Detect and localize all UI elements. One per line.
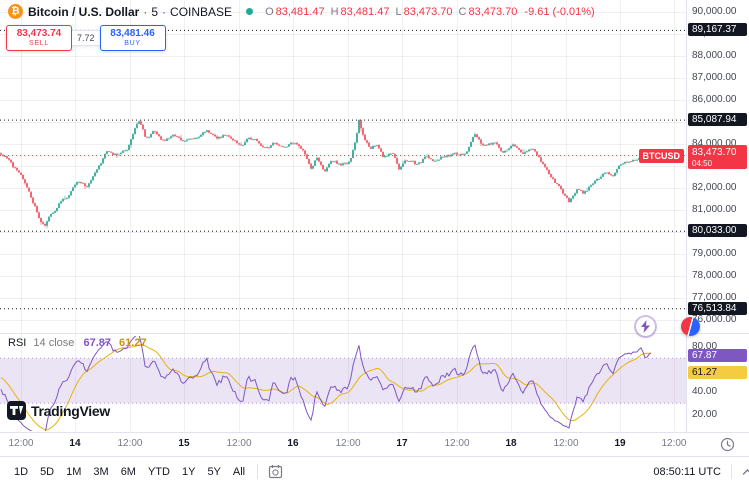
timezone-clock-icon[interactable] bbox=[720, 437, 735, 452]
price-level-badge: 76,513.84 bbox=[688, 301, 747, 315]
market-status-icon[interactable] bbox=[246, 8, 254, 15]
go-to-date-button[interactable] bbox=[264, 462, 287, 481]
price-scale[interactable]: 90,000.0089,000.0088,000.0087,000.0086,0… bbox=[686, 0, 749, 432]
range-button-3M[interactable]: 3M bbox=[87, 463, 114, 481]
rsi-tick: 20.00 bbox=[692, 408, 718, 420]
session-clock[interactable]: 08:50:11 UTC bbox=[653, 465, 721, 478]
bitcoin-icon: ₿ bbox=[8, 4, 23, 19]
range-button-5D[interactable]: 5D bbox=[34, 463, 60, 481]
symbol-legend: ₿ Bitcoin / U.S. Dollar · 5 · COINBASE O… bbox=[8, 4, 595, 19]
time-label: 14 bbox=[69, 438, 81, 449]
high-value: 83,481.47 bbox=[340, 5, 390, 18]
price-tick: 81,000.00 bbox=[692, 204, 737, 215]
ohlc-values: O 83,481.47 H 83,481.47 L 83,473.70 C 83… bbox=[259, 6, 595, 18]
rsi-ma-value: 61.27 bbox=[119, 337, 147, 349]
sell-label: SELL bbox=[29, 40, 49, 47]
open-label: O bbox=[265, 5, 274, 18]
time-label: 12:00 bbox=[661, 438, 687, 449]
rsi-tick: 40.00 bbox=[692, 386, 718, 397]
price-tick: 77,000.00 bbox=[692, 292, 737, 303]
buy-price: 83,481.46 bbox=[110, 28, 155, 39]
bull-bear-sentiment-icon[interactable] bbox=[681, 317, 700, 336]
close-label: C bbox=[458, 5, 467, 18]
price-tick: 87,000.00 bbox=[692, 72, 737, 83]
range-button-1Y[interactable]: 1Y bbox=[176, 463, 201, 481]
range-button-YTD[interactable]: YTD bbox=[142, 463, 176, 481]
toolbar-divider bbox=[731, 464, 732, 479]
chevron-up-icon[interactable] bbox=[738, 466, 749, 478]
tradingview-logo-icon bbox=[7, 401, 26, 420]
calendar-icon bbox=[269, 465, 283, 479]
time-label: 12:00 bbox=[8, 438, 34, 449]
separator: · bbox=[143, 4, 148, 19]
rsi-ma-value-badge: 61.27 bbox=[688, 366, 747, 380]
range-button-1D[interactable]: 1D bbox=[8, 463, 34, 481]
rsi-legend[interactable]: RSI 14 close 67.87 61.27 bbox=[8, 337, 147, 349]
time-label: 12:00 bbox=[553, 438, 579, 449]
time-label: 15 bbox=[178, 438, 190, 449]
range-button-6M[interactable]: 6M bbox=[115, 463, 142, 481]
range-button-All[interactable]: All bbox=[227, 463, 251, 481]
buy-button[interactable]: 83,481.46 BUY bbox=[99, 25, 166, 51]
rsi-name: RSI bbox=[8, 337, 27, 349]
price-level-badge: 85,087.94 bbox=[688, 113, 747, 127]
rsi-value: 67.87 bbox=[83, 337, 111, 349]
time-label: 12:00 bbox=[335, 438, 361, 449]
tradingview-logo[interactable]: TradingView bbox=[7, 401, 110, 420]
exchange-label[interactable]: COINBASE bbox=[170, 4, 233, 19]
order-panel: 83,473.74 SELL 7.72 83,481.46 BUY bbox=[6, 25, 166, 51]
price-tick: 78,000.00 bbox=[692, 270, 737, 281]
time-label: 19 bbox=[614, 438, 626, 449]
toolbar-divider bbox=[257, 464, 259, 479]
low-label: L bbox=[395, 5, 402, 18]
chart-area: ₿ Bitcoin / U.S. Dollar · 5 · COINBASE O… bbox=[0, 0, 749, 432]
price-tick: 90,000.00 bbox=[692, 6, 737, 17]
low-value: 83,473.70 bbox=[403, 5, 453, 18]
price-level-badge: 89,167.37 bbox=[688, 23, 747, 37]
candlestick-chart-canvas[interactable] bbox=[0, 0, 686, 432]
time-axis[interactable]: 12:00 14 12:00 15 12:00 16 12:00 17 12:00 18 12:00… bbox=[0, 432, 749, 456]
price-tick: 79,000.00 bbox=[692, 248, 737, 259]
time-label: 18 bbox=[505, 438, 517, 449]
rsi-params: 14 close bbox=[33, 337, 75, 349]
tradingview-logo-text: TradingView bbox=[31, 402, 110, 419]
price-tick: 82,000.00 bbox=[692, 182, 737, 193]
interval-label[interactable]: 5 bbox=[151, 4, 159, 19]
buy-label: BUY bbox=[124, 40, 141, 47]
close-value: 83,473.70 bbox=[468, 5, 518, 18]
last-price-badge: 83,473.70 04:50 bbox=[688, 144, 747, 169]
spread-value: 7.72 bbox=[72, 30, 100, 46]
range-selector: 1D 5D 1M 3M 6M YTD 1Y 5Y All bbox=[8, 463, 251, 481]
time-label: 12:00 bbox=[444, 438, 470, 449]
time-label: 12:00 bbox=[226, 438, 252, 449]
time-label: 16 bbox=[287, 438, 299, 449]
price-tick: 76,000.00 bbox=[692, 314, 737, 325]
price-tick: 86,000.00 bbox=[692, 94, 737, 105]
rsi-tick: 80.00 bbox=[692, 341, 718, 352]
time-label: 12:00 bbox=[117, 438, 143, 449]
chart-pane[interactable]: ₿ Bitcoin / U.S. Dollar · 5 · COINBASE O… bbox=[0, 0, 686, 432]
price-tick: 88,000.00 bbox=[692, 50, 737, 61]
high-label: H bbox=[330, 5, 339, 18]
range-button-1M[interactable]: 1M bbox=[60, 463, 87, 481]
pane-separator bbox=[687, 333, 749, 334]
open-value: 83,481.47 bbox=[275, 5, 325, 18]
sell-price: 83,473.74 bbox=[16, 28, 62, 39]
symbol-title[interactable]: Bitcoin / U.S. Dollar bbox=[28, 4, 140, 19]
boost-lightning-button[interactable] bbox=[636, 317, 655, 336]
lightning-icon bbox=[641, 320, 650, 333]
rsi-value-badge: 67.87 bbox=[688, 348, 747, 362]
range-button-5Y[interactable]: 5Y bbox=[201, 463, 226, 481]
sell-button[interactable]: 83,473.74 SELL bbox=[6, 25, 72, 51]
separator: · bbox=[162, 4, 167, 19]
price-tick: 84,000.00 bbox=[692, 138, 737, 149]
time-label: 17 bbox=[396, 438, 408, 449]
bottom-toolbar: 1D 5D 1M 3M 6M YTD 1Y 5Y All 08:50:11 UTC bbox=[0, 456, 749, 484]
last-price-symbol-tag: BTCUSD bbox=[638, 148, 684, 163]
price-level-badge: 80,033.00 bbox=[688, 224, 747, 238]
change-value: -9.61 (-0.01%) bbox=[524, 5, 595, 18]
